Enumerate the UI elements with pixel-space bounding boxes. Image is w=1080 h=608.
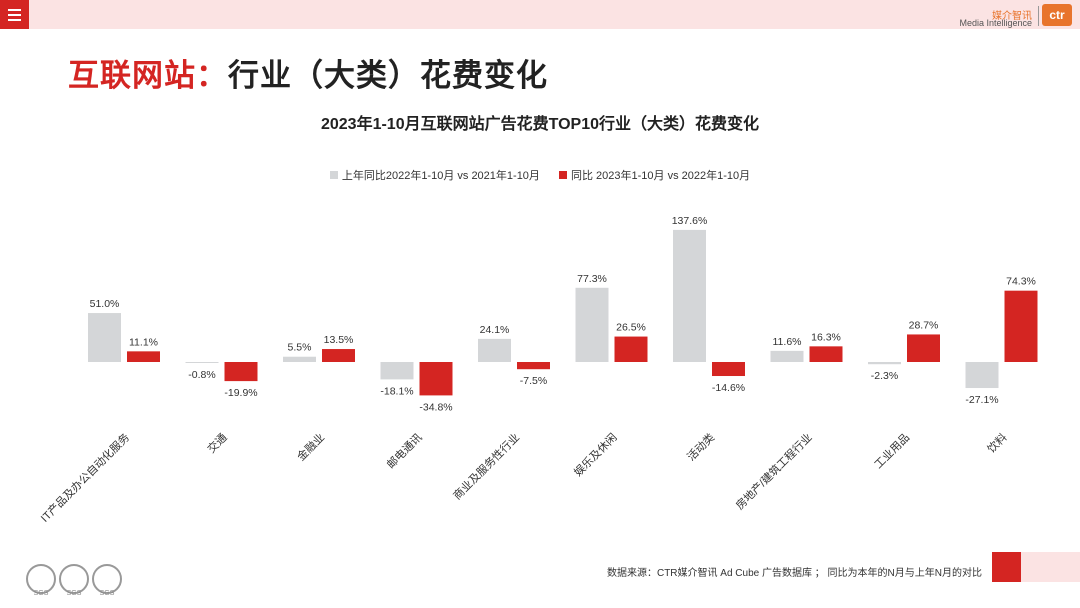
bar-curr [907,334,940,362]
category-label: 活动类 [684,430,717,463]
bar-curr [712,362,745,377]
data-label: -2.3% [871,370,898,382]
bar-prev [283,356,316,362]
data-label: -14.6% [712,382,745,394]
category-label: IT产品及办公自动化服务 [38,430,133,525]
data-label: -18.1% [380,385,413,397]
data-label: 5.5% [288,342,312,354]
bar-curr [322,349,355,362]
bar-prev [88,313,121,362]
data-label: -19.9% [224,387,257,399]
chart-legend: 上年同比2022年1-10月 vs 2021年1-10月 同比 2023年1-1… [0,167,1080,183]
bar-curr [1004,290,1038,362]
bar-prev [478,338,511,362]
sgs-badge-icon [92,564,122,594]
data-label: -27.1% [965,394,998,406]
legend-swatch-grey [329,171,338,179]
data-label: 11.1% [129,336,158,348]
category-label: 娱乐及休闲 [571,430,620,479]
sgs-badge-icon [26,564,56,594]
bar-prev [575,287,609,362]
page-title-rest: 行业（大类）花费变化 [228,58,548,93]
data-label: 24.1% [480,324,510,336]
legend-label-current-year: 同比 2023年1-10月 vs 2022年1-10月 [571,170,751,182]
data-label: 51.0% [90,298,120,310]
page-title: 互联网站：行业（大类）花费变化 [68,50,548,95]
bar-prev [770,350,804,362]
bar-curr [419,362,453,396]
data-source-note: 数据来源：CTR媒介智讯 Ad Cube 广告数据库 ； 同比为本年的N月与上年… [606,568,982,579]
legend-item-current-year: 同比 2023年1-10月 vs 2022年1-10月 [559,167,750,183]
chart-title: 2023年1-10月互联网站广告花费TOP10行业（大类）花费变化 [320,116,760,133]
bar-curr [127,351,160,362]
logo-cn-text: 媒介智讯 [992,11,1032,22]
top-bar [0,0,1080,29]
category-label: 饮料 [984,430,1009,455]
data-label: 26.5% [616,322,646,334]
footer-accent-red [992,552,1021,582]
bar-prev [380,362,414,380]
bar-chart: 51.0% 11.1% IT产品及办公自动化服务 -0.8% -19.9% 交通 5.5% 1… [38,215,1038,525]
bar-curr [809,346,843,362]
category-label: 金融业 [294,430,327,463]
data-label: 77.3% [577,273,607,285]
data-label: 137.6% [672,215,708,227]
page-title-highlight: 互联网站： [68,58,228,93]
sgs-badge-label: SGS [99,590,115,597]
data-label: 28.7% [909,319,939,331]
bar-prev [965,362,999,389]
category-label: 工业用品 [872,431,912,471]
category-label: 房地产/建筑工程行业 [733,430,815,512]
data-label: 16.3% [811,331,841,343]
data-label: -0.8% [188,369,215,381]
legend-swatch-red [559,171,567,179]
sgs-badge-icon [59,564,89,594]
bar-curr [517,362,550,370]
certification-badges: SGS SGS SGS [26,564,122,598]
data-label: 13.5% [324,334,354,346]
footer-accent-pink [1021,552,1080,582]
bar-prev [868,362,901,365]
data-label: -34.8% [419,401,452,413]
bar-curr [614,336,648,362]
bar-prev [673,229,706,362]
legend-label-prev-year: 上年同比2022年1-10月 vs 2021年1-10月 [341,170,540,182]
hamburger-menu-icon[interactable] [0,0,29,29]
sgs-badge-label: SGS [66,590,82,597]
bar-curr [224,362,258,382]
data-label: 11.6% [773,336,802,348]
logo-divider [1038,6,1039,26]
sgs-badge-label: SGS [33,590,49,597]
legend-item-prev-year: 上年同比2022年1-10月 vs 2021年1-10月 [329,167,540,183]
data-label: 74.3% [1006,276,1036,288]
ctr-logo: ctr [1042,4,1072,26]
category-label: 交通 [204,430,229,455]
logo-en-text: Media Intelligence [959,18,1032,28]
category-label: 商业及服务性行业 [450,430,522,502]
bar-prev [185,362,219,363]
data-label: -7.5% [520,375,547,387]
category-label: 邮电通讯 [384,431,424,471]
